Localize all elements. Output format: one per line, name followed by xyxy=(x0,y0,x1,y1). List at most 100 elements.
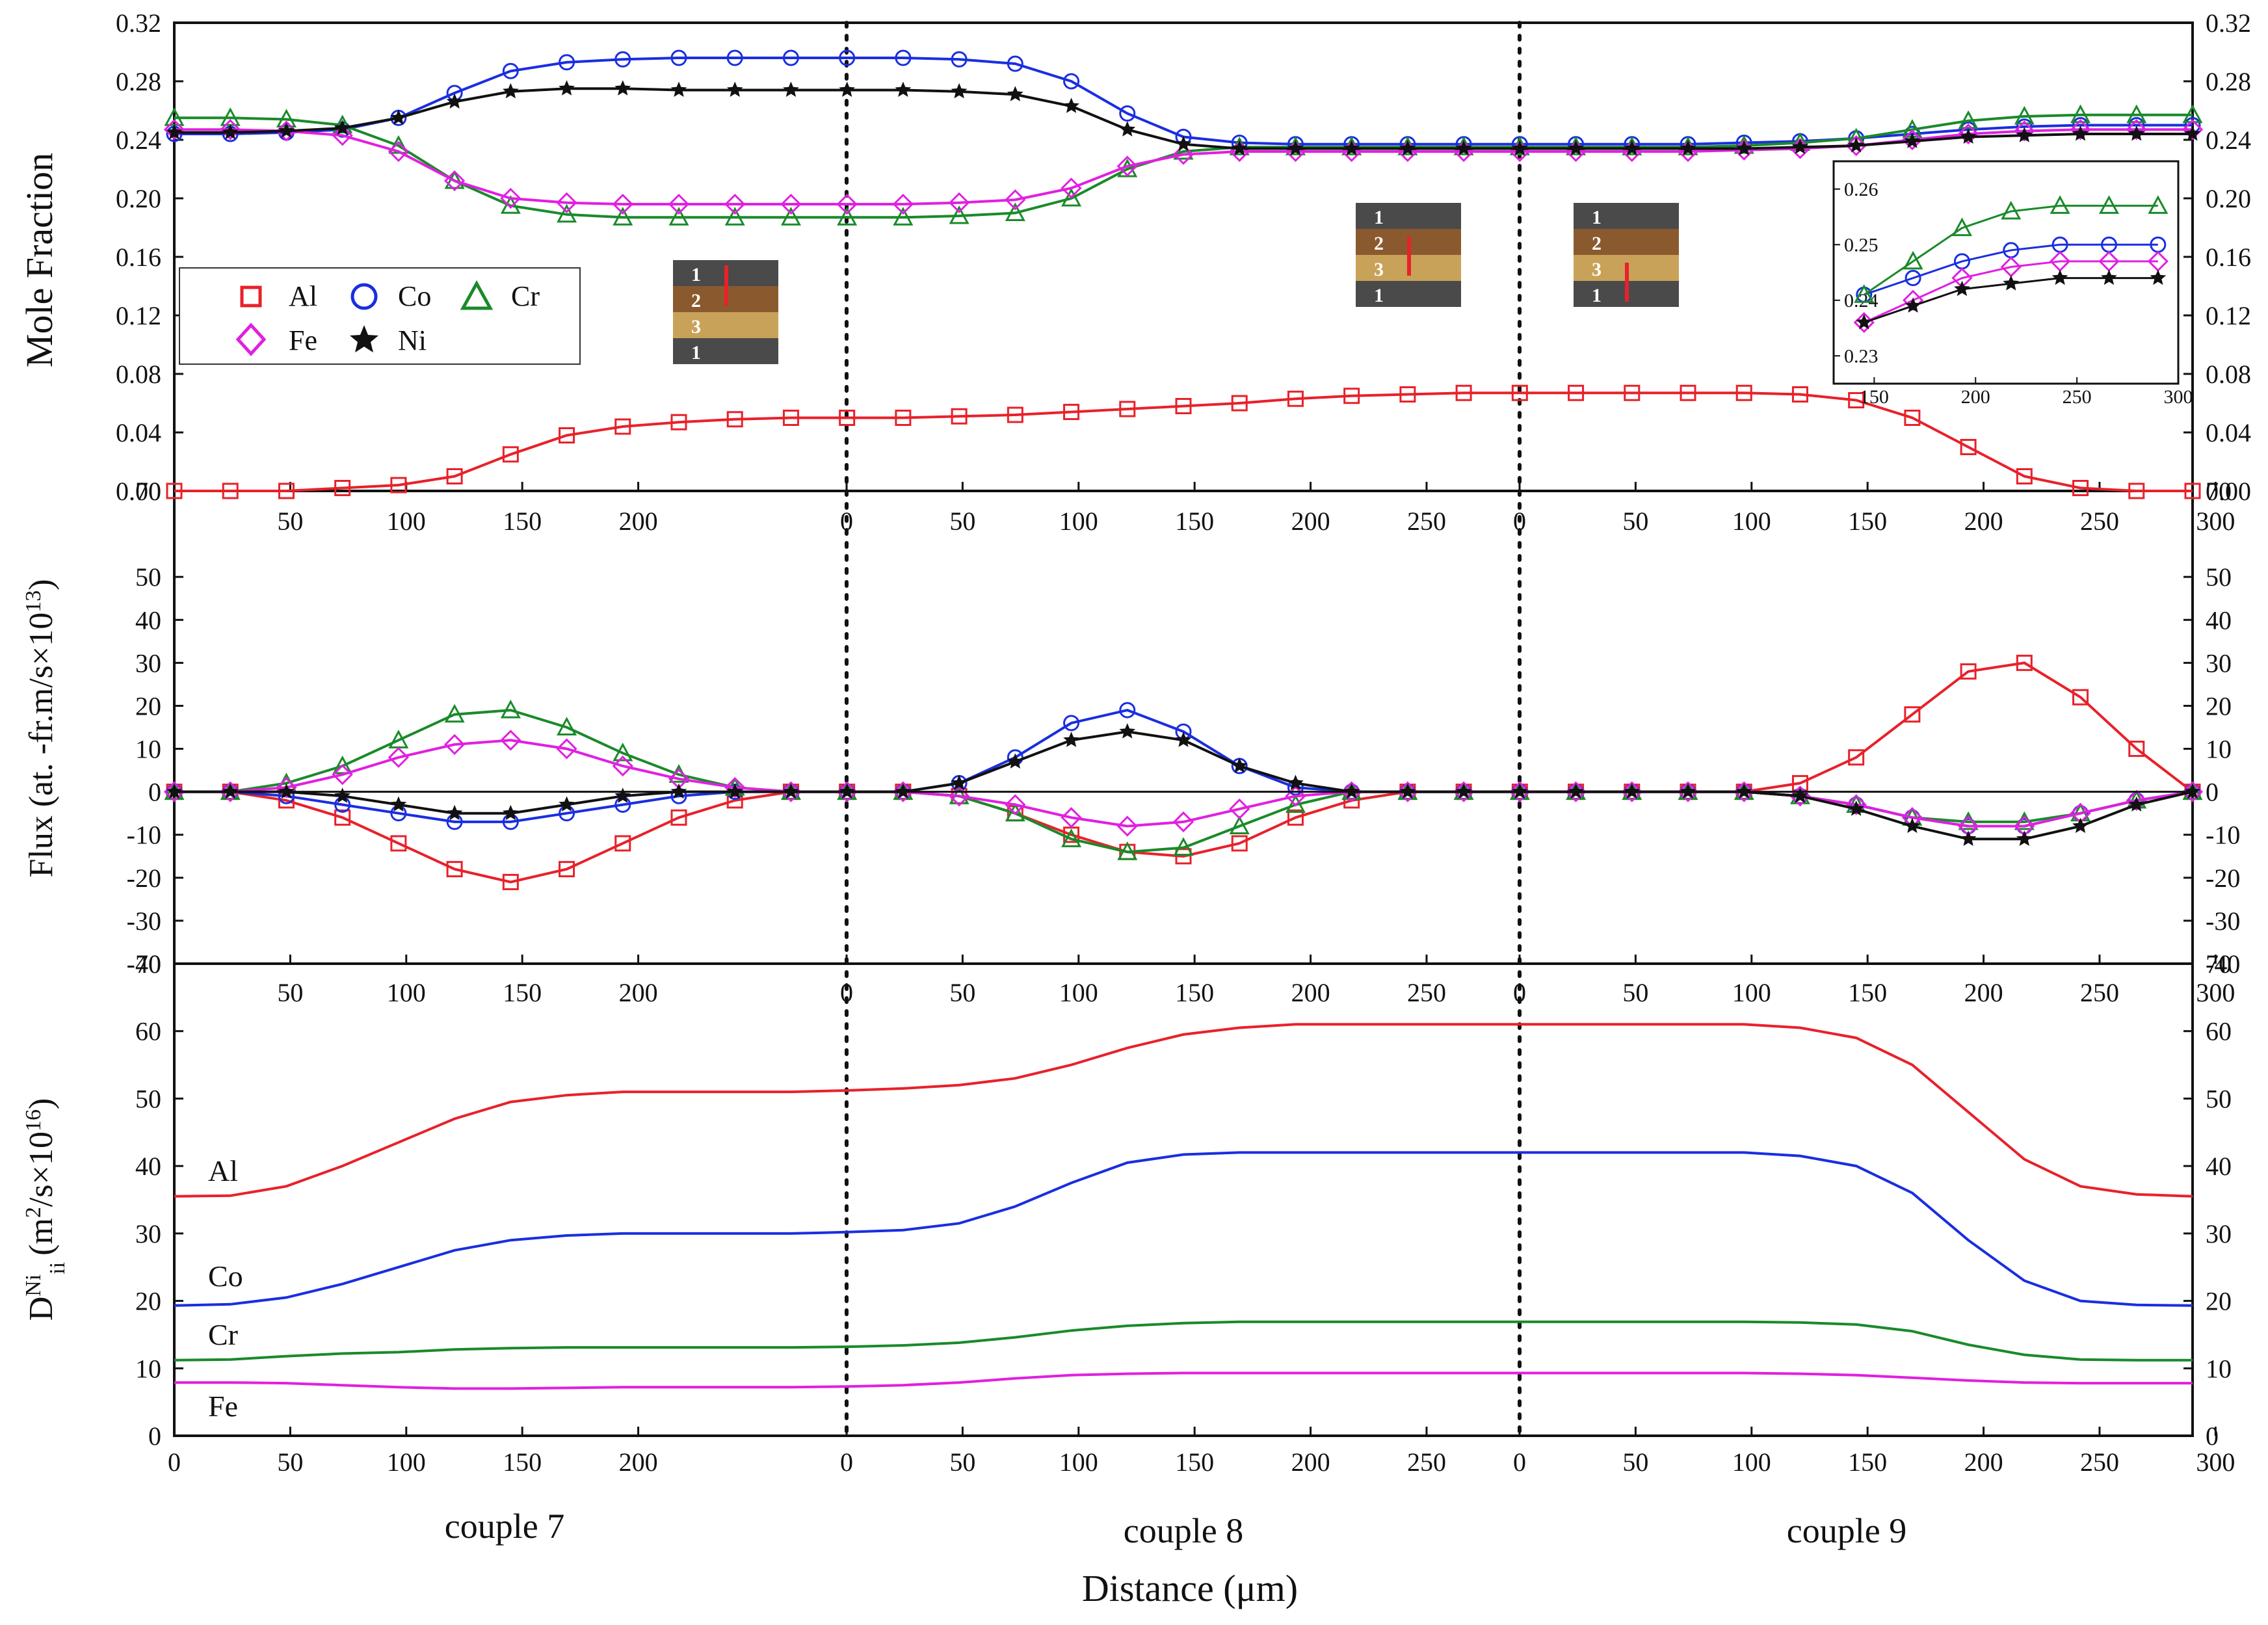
mole-point-al xyxy=(951,408,968,425)
xtick-label: 150 xyxy=(1175,1447,1214,1477)
flux-point-al xyxy=(1175,848,1192,865)
flux-ytick-label-left: 50 xyxy=(135,562,161,592)
flux-point-fe xyxy=(836,781,858,802)
mole-point-cr xyxy=(668,207,689,226)
layer-schematic-2: 1 2 3 1 xyxy=(1356,203,1461,307)
flux-point-fe xyxy=(1116,815,1138,837)
mole-point-al xyxy=(1511,384,1528,401)
inset-point-ni xyxy=(1905,297,1921,313)
mole-point-ni xyxy=(951,83,968,99)
flux-point-ni xyxy=(1175,732,1192,747)
flux-line-co xyxy=(174,709,2193,828)
mole-point-al xyxy=(1960,439,1977,455)
mole-point-al xyxy=(1175,398,1192,414)
flux-point-al xyxy=(614,835,631,852)
y-axis-title-flux: Flux (at. -fr.m/s×1013) xyxy=(21,579,60,877)
mole-point-cr xyxy=(2070,104,2091,124)
flux-point-cr xyxy=(500,699,521,719)
mole-point-cr xyxy=(2182,104,2203,124)
diff-ylabel-units-mid: /s×10 xyxy=(23,1131,60,1207)
mole-ytick-label-left: 0.12 xyxy=(116,301,161,330)
flux-point-fe xyxy=(780,781,802,802)
flux-point-ni xyxy=(503,804,519,821)
inset-xtick-label: 200 xyxy=(1961,386,1990,408)
mole-point-fe xyxy=(332,125,353,146)
flux-ylabel-sup: 13 xyxy=(21,590,46,613)
mole-point-cr xyxy=(780,207,801,226)
inset-point-ni xyxy=(2003,275,2020,291)
flux-point-ni xyxy=(559,796,575,812)
mole-point-ni xyxy=(1848,137,1864,153)
diff-ytick-label-right: 70 xyxy=(2206,949,2232,979)
legend-label-fe: Fe xyxy=(289,324,317,356)
inset-point-co xyxy=(1905,270,1921,287)
flux-point-ni xyxy=(951,774,968,790)
inset-xtick-label: 300 xyxy=(2164,386,2193,408)
xtick-label: 50 xyxy=(277,978,303,1007)
inset-point-ni xyxy=(2101,269,2117,285)
xtick-label: 0 xyxy=(840,978,853,1007)
diff-ytick-label-left: 50 xyxy=(135,1084,161,1113)
flux-point-ni xyxy=(1792,787,1808,803)
flux-ytick-label-right: -30 xyxy=(2206,906,2240,936)
x-axis-title: Distance (μm) xyxy=(1082,1567,1298,1609)
mole-point-al xyxy=(166,482,183,499)
xtick-label: 50 xyxy=(949,507,975,536)
mole-point-co xyxy=(1119,105,1136,122)
flux-point-ni xyxy=(1287,774,1304,790)
xtick-label: 0 xyxy=(1513,978,1526,1007)
inset-ytick-label: 0.23 xyxy=(1844,345,1879,367)
diff-ylabel-units-end: ) xyxy=(23,1098,60,1109)
mole-point-cr xyxy=(893,207,914,226)
flux-point-cr xyxy=(1117,841,1138,860)
mole-point-fe xyxy=(1845,135,1867,157)
mole-ytick-label-right: 0.20 xyxy=(2206,184,2251,213)
mole-point-ni xyxy=(2072,126,2089,141)
mole-point-al xyxy=(1791,386,1808,403)
flux-point-fe xyxy=(1453,781,1475,802)
mole-point-fe xyxy=(1061,178,1082,199)
mole-point-al xyxy=(278,482,295,499)
diff-ylabel-units-sup: 2 xyxy=(21,1207,46,1218)
flux-ytick-label-right: 20 xyxy=(2206,691,2232,720)
xtick-label: 150 xyxy=(1848,507,1887,536)
mole-point-co xyxy=(1007,55,1023,72)
xtick-label: 100 xyxy=(1059,978,1098,1007)
mole-point-cr xyxy=(1958,110,1979,129)
xtick-label: 100 xyxy=(1059,1447,1098,1477)
mole-point-ni xyxy=(1568,140,1584,155)
diff-ytick-label-left: 40 xyxy=(135,1152,161,1181)
legend-marker-cr xyxy=(460,280,494,310)
flux-point-ni xyxy=(1063,732,1079,747)
schematic-label-4: 1 xyxy=(1592,285,1602,306)
mole-point-fe xyxy=(836,193,858,215)
couple-label-8: couple 8 xyxy=(1124,1511,1243,1550)
inset-point-ni xyxy=(1954,280,1970,297)
mole-ytick-label-right: 0.00 xyxy=(2206,477,2251,506)
flux-point-al xyxy=(446,861,463,878)
legend-marker-ni xyxy=(350,325,378,352)
mole-point-al xyxy=(502,446,519,463)
xtick-label: 0 xyxy=(840,1447,853,1477)
flux-point-al xyxy=(1904,706,1921,723)
xtick-label: 0 xyxy=(1513,1447,1526,1477)
xtick-label: 100 xyxy=(1732,507,1771,536)
legend-marker-al xyxy=(240,285,262,308)
mole-point-ni xyxy=(1063,98,1079,113)
mole-point-cr xyxy=(724,207,745,226)
flux-point-cr xyxy=(557,717,577,735)
mole-point-ni xyxy=(1512,140,1528,155)
legend-label-co: Co xyxy=(398,280,431,312)
inset-point-cr xyxy=(2001,200,2022,220)
schematic-label-4: 1 xyxy=(1374,285,1384,306)
flux-point-fe xyxy=(500,730,521,751)
xtick-label: 200 xyxy=(619,978,658,1007)
mole-point-ni xyxy=(1231,140,1248,155)
y-axis-title-mole-fraction: Mole Fraction xyxy=(18,153,60,367)
flux-ytick-label-right: -10 xyxy=(2206,821,2240,850)
flux-point-ni xyxy=(1119,723,1136,739)
mole-point-fe xyxy=(668,193,690,215)
mole-point-al xyxy=(1680,384,1696,401)
flux-ytick-label-left: -40 xyxy=(127,949,161,979)
